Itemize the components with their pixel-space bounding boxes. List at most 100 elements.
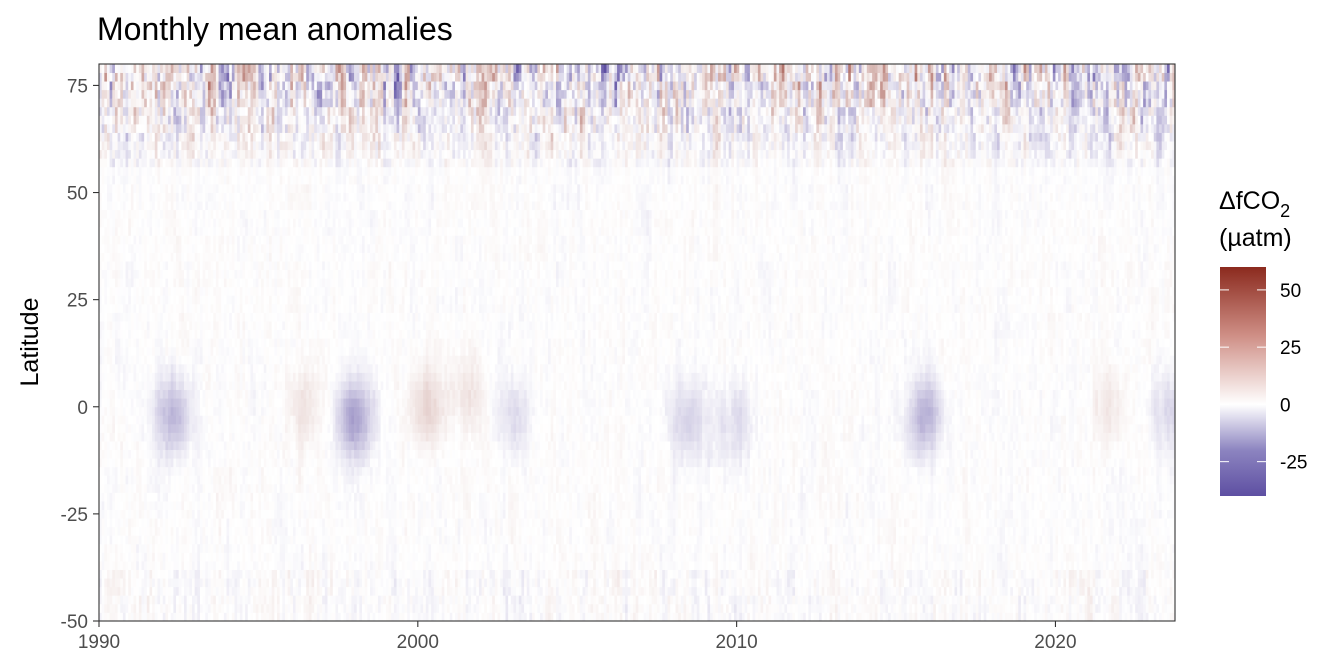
heatmap-cell <box>128 475 132 485</box>
heatmap-cell <box>231 389 235 399</box>
heatmap-cell <box>242 106 246 116</box>
heatmap-cell <box>160 183 164 193</box>
heatmap-cell <box>122 132 126 142</box>
heatmap-cell <box>138 209 142 219</box>
heatmap-cell <box>197 338 201 348</box>
heatmap-cell <box>112 158 116 168</box>
heatmap-cell <box>298 81 302 91</box>
heatmap-cell <box>250 278 254 288</box>
heatmap-cell <box>237 123 241 133</box>
heatmap-cell <box>250 226 254 236</box>
heatmap-cell <box>277 363 281 373</box>
heatmap-cell <box>250 423 254 433</box>
heatmap-cell <box>176 603 180 613</box>
heatmap-cell <box>255 535 259 545</box>
heatmap-cell <box>205 166 209 176</box>
heatmap-cell <box>282 483 286 493</box>
heatmap-cell <box>186 552 190 562</box>
heatmap-cell <box>138 466 142 476</box>
heatmap-cell <box>117 243 121 253</box>
heatmap-cell <box>144 89 148 99</box>
heatmap-cell <box>298 123 302 133</box>
heatmap-cell <box>279 612 283 621</box>
heatmap-cell <box>239 449 243 459</box>
heatmap-cell <box>146 355 150 365</box>
heatmap-cell <box>245 561 249 570</box>
heatmap-cell <box>207 372 211 382</box>
heatmap-cell <box>170 106 174 116</box>
heatmap-cell <box>112 569 116 579</box>
heatmap-cell <box>247 595 251 605</box>
heatmap-cell <box>202 415 206 425</box>
heatmap-cell <box>274 398 278 408</box>
heatmap-cell <box>99 423 103 433</box>
heatmap-cell <box>191 226 196 236</box>
heatmap-cell <box>274 252 278 262</box>
heatmap-cell <box>245 449 249 459</box>
heatmap-cell <box>218 243 222 253</box>
heatmap-cell <box>184 415 188 425</box>
heatmap-cell <box>215 303 219 313</box>
heatmap-cell <box>237 355 241 365</box>
heatmap-cell <box>253 166 257 176</box>
heatmap-cell <box>261 501 265 510</box>
heatmap-cell <box>165 329 169 339</box>
heatmap-cell <box>210 406 214 416</box>
heatmap-cell <box>197 458 201 468</box>
heatmap-cell <box>181 492 185 502</box>
heatmap-cell <box>130 201 134 211</box>
heatmap-cell <box>109 475 113 485</box>
heatmap-cell <box>168 252 172 262</box>
heatmap-cell <box>112 123 116 133</box>
heatmap-cell <box>210 303 214 313</box>
heatmap-cell <box>184 586 188 596</box>
heatmap-cell <box>292 398 297 408</box>
heatmap-cell <box>245 183 249 193</box>
heatmap-cell <box>178 458 182 468</box>
heatmap-cell <box>290 363 294 373</box>
heatmap-cell <box>120 295 124 305</box>
heatmap-cell <box>205 561 209 570</box>
heatmap-cell <box>181 158 185 168</box>
heatmap-cell <box>176 398 180 408</box>
heatmap-cell <box>300 252 304 262</box>
heatmap-cell <box>141 166 145 176</box>
heatmap-cell <box>112 106 116 116</box>
heatmap-cell <box>120 543 124 553</box>
heatmap-cell <box>282 201 286 211</box>
heatmap-cell <box>223 535 227 545</box>
heatmap-cell <box>245 363 249 373</box>
heatmap-cell <box>253 355 257 365</box>
heatmap-cell <box>178 423 182 433</box>
heatmap-cell <box>242 149 246 159</box>
heatmap-cell <box>138 449 142 459</box>
heatmap-cell <box>300 141 304 151</box>
heatmap-cell <box>277 406 281 416</box>
heatmap-cell <box>213 226 217 236</box>
heatmap-cell <box>120 141 124 151</box>
heatmap-cell <box>277 543 281 553</box>
heatmap-cell <box>170 595 174 605</box>
heatmap-cell <box>287 552 291 562</box>
heatmap-cell <box>154 501 158 510</box>
heatmap-cell <box>125 406 129 416</box>
heatmap-cell <box>234 389 238 399</box>
heatmap-cell <box>136 449 140 459</box>
heatmap-cell <box>300 389 304 399</box>
heatmap-cell <box>298 612 302 621</box>
heatmap-cell <box>237 132 241 142</box>
heatmap-cell <box>261 603 265 613</box>
heatmap-cell <box>184 543 188 553</box>
heatmap-cell <box>162 158 166 168</box>
heatmap-cell <box>189 166 193 176</box>
heatmap-cell <box>300 183 304 193</box>
heatmap-cell <box>173 475 177 485</box>
heatmap-cell <box>101 321 105 331</box>
heatmap-cell <box>213 218 217 228</box>
heatmap-cell <box>160 475 164 485</box>
heatmap-cell <box>133 381 137 391</box>
heatmap-cell <box>154 449 158 459</box>
heatmap-cell <box>202 329 206 339</box>
heatmap-cell <box>279 363 283 373</box>
heatmap-cell <box>178 209 182 219</box>
